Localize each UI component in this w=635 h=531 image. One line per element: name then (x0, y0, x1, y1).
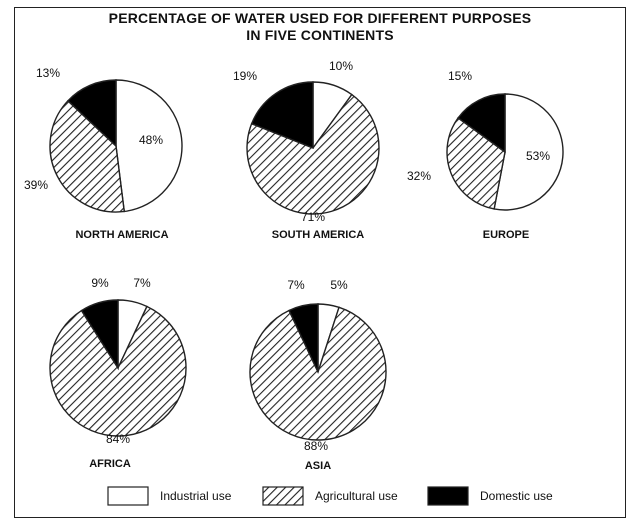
legend-label: Agricultural use (315, 489, 398, 503)
legend-item-industrial: Industrial use (107, 486, 232, 506)
pie-slice-domestic (250, 81, 314, 150)
chart-frame (14, 7, 626, 518)
pie-slice-domestic (457, 93, 506, 154)
pie-slice-domestic (66, 79, 117, 148)
legend-swatch (262, 486, 304, 506)
chart-title: PERCENTAGE OF WATER USED FOR DIFFERENT P… (108, 10, 532, 26)
pie-slice-domestic (288, 303, 319, 373)
pie-slice-agricultural (246, 93, 380, 215)
pie-label-industrial: 53% (526, 149, 550, 163)
legend-label: Industrial use (160, 489, 232, 503)
pie-title: NORTH AMERICA (75, 229, 168, 241)
pie-south-america: 10% 71% 19% SOUTH AMERICA (233, 59, 380, 241)
legend-swatch (107, 486, 149, 506)
pie-label-agricultural: 88% (304, 439, 328, 453)
pie-title: AFRICA (89, 458, 131, 470)
pie-asia: 5% 88% 7% ASIA (249, 278, 387, 472)
pie-label-industrial: 10% (329, 59, 353, 73)
pie-slice-industrial (493, 93, 564, 211)
pie-label-agricultural: 32% (407, 169, 431, 183)
pie-slice-agricultural (446, 116, 506, 210)
pie-label-industrial: 7% (133, 276, 151, 290)
pie-label-domestic: 19% (233, 69, 257, 83)
pie-title: EUROPE (483, 229, 529, 241)
pie-label-agricultural: 71% (301, 210, 325, 224)
pie-label-industrial: 5% (330, 278, 348, 292)
pie-slice-agricultural (49, 99, 126, 213)
pie-north-america: 48% 39% 13% NORTH AMERICA (24, 66, 183, 241)
pie-slice-domestic (80, 299, 119, 371)
chart-subtitle: IN FIVE CONTINENTS (246, 27, 394, 43)
pie-label-agricultural: 39% (24, 178, 48, 192)
pie-slice-agricultural (249, 306, 387, 441)
pie-label-domestic: 13% (36, 66, 60, 80)
legend-label: Domestic use (480, 489, 553, 503)
pie-label-domestic: 9% (91, 276, 109, 290)
pie-title: ASIA (305, 460, 331, 472)
legend-item-agricultural: Agricultural use (262, 486, 398, 506)
pie-label-domestic: 15% (448, 69, 472, 83)
pie-europe: 53% 32% 15% EUROPE (407, 69, 564, 241)
pie-label-agricultural: 84% (106, 432, 130, 446)
legend-item-domestic: Domestic use (427, 486, 553, 506)
pie-slice-industrial (115, 79, 183, 213)
pie-label-industrial: 48% (139, 133, 163, 147)
legend-swatch (427, 486, 469, 506)
pie-label-domestic: 7% (287, 278, 305, 292)
pie-africa: 7% 84% 9% AFRICA (49, 276, 187, 470)
pie-title: SOUTH AMERICA (272, 229, 365, 241)
pie-slice-agricultural (49, 305, 187, 437)
